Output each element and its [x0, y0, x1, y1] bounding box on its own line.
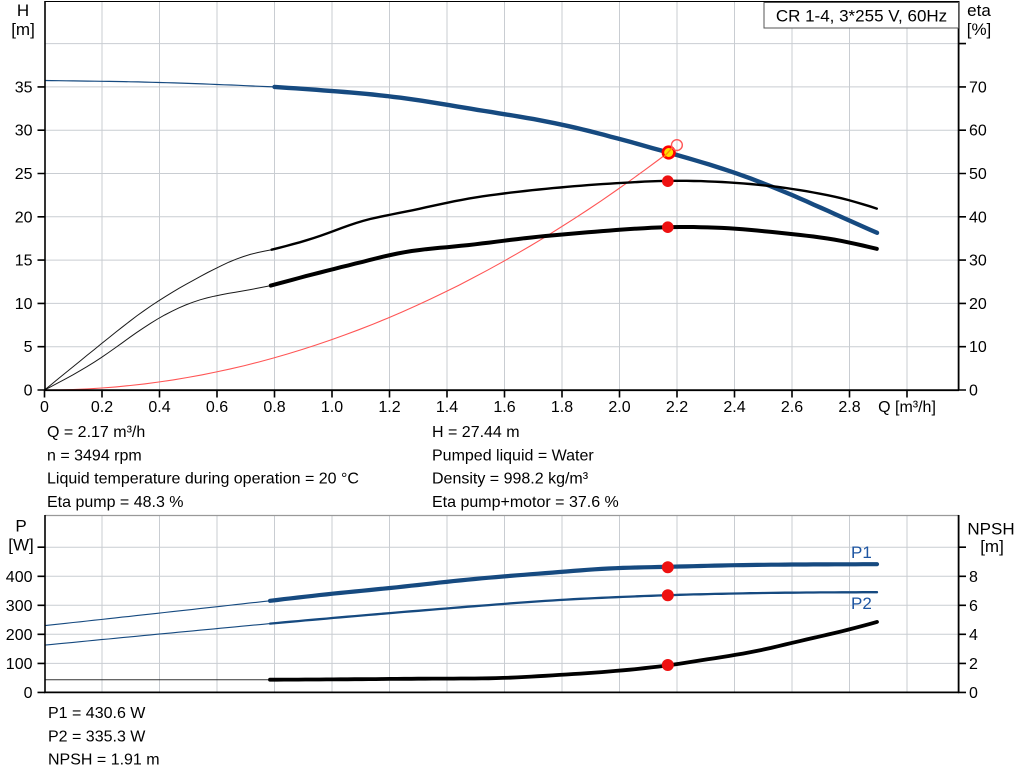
svg-text:1.0: 1.0 — [321, 399, 343, 416]
svg-text:400: 400 — [6, 569, 33, 586]
svg-text:H = 27.44 m: H = 27.44 m — [432, 424, 520, 441]
svg-text:2.0: 2.0 — [608, 399, 630, 416]
svg-text:Density = 998.2 kg/m³: Density = 998.2 kg/m³ — [432, 471, 589, 488]
svg-text:2.4: 2.4 — [723, 399, 745, 416]
svg-text:1.2: 1.2 — [378, 399, 400, 416]
svg-text:P1 = 430.6 W: P1 = 430.6 W — [48, 705, 146, 722]
svg-text:200: 200 — [6, 627, 33, 644]
svg-text:[m]: [m] — [980, 537, 1004, 556]
svg-text:4: 4 — [969, 627, 978, 644]
svg-text:Q [m³/h]: Q [m³/h] — [878, 399, 936, 416]
svg-text:NPSH: NPSH — [967, 520, 1014, 539]
svg-text:10: 10 — [969, 339, 987, 356]
svg-text:40: 40 — [969, 209, 987, 226]
svg-text:[%]: [%] — [967, 20, 992, 39]
svg-text:0: 0 — [969, 383, 978, 400]
svg-text:30: 30 — [15, 123, 33, 140]
svg-text:0.6: 0.6 — [206, 399, 228, 416]
svg-text:20: 20 — [15, 209, 33, 226]
svg-text:6: 6 — [969, 598, 978, 615]
svg-text:n = 3494 rpm: n = 3494 rpm — [47, 447, 142, 464]
svg-text:Liquid temperature during oper: Liquid temperature during operation = 20… — [47, 471, 359, 488]
svg-text:20: 20 — [969, 296, 987, 313]
svg-text:H: H — [17, 1, 29, 20]
svg-text:10: 10 — [15, 296, 33, 313]
svg-text:2.8: 2.8 — [838, 399, 860, 416]
svg-text:100: 100 — [6, 656, 33, 673]
svg-text:P2 = 335.3 W: P2 = 335.3 W — [48, 728, 146, 745]
svg-text:[W]: [W] — [8, 536, 34, 555]
svg-text:2: 2 — [969, 656, 978, 673]
svg-text:P1: P1 — [851, 543, 872, 562]
svg-text:eta: eta — [967, 1, 991, 20]
svg-text:P2: P2 — [851, 594, 872, 613]
svg-text:0: 0 — [969, 685, 978, 702]
svg-text:0.8: 0.8 — [263, 399, 285, 416]
svg-text:50: 50 — [969, 166, 987, 183]
svg-text:60: 60 — [969, 123, 987, 140]
svg-text:NPSH = 1.91 m: NPSH = 1.91 m — [48, 752, 160, 769]
svg-text:5: 5 — [24, 339, 33, 356]
svg-text:0: 0 — [40, 399, 49, 416]
svg-text:0.4: 0.4 — [148, 399, 170, 416]
svg-text:2.6: 2.6 — [781, 399, 803, 416]
svg-text:Eta pump = 48.3 %: Eta pump = 48.3 % — [47, 494, 184, 511]
svg-text:25: 25 — [15, 166, 33, 183]
svg-text:[m]: [m] — [11, 20, 35, 39]
svg-text:CR 1-4, 3*255 V, 60Hz: CR 1-4, 3*255 V, 60Hz — [776, 7, 947, 26]
svg-text:Pumped liquid = Water: Pumped liquid = Water — [432, 447, 594, 464]
svg-text:30: 30 — [969, 253, 987, 270]
svg-text:35: 35 — [15, 79, 33, 96]
svg-text:0: 0 — [24, 685, 33, 702]
svg-text:Q = 2.17 m³/h: Q = 2.17 m³/h — [47, 424, 145, 441]
svg-text:0.2: 0.2 — [91, 399, 113, 416]
svg-text:1.4: 1.4 — [436, 399, 458, 416]
svg-text:2.2: 2.2 — [666, 399, 688, 416]
svg-text:1.6: 1.6 — [493, 399, 515, 416]
svg-text:P: P — [15, 517, 26, 536]
svg-text:70: 70 — [969, 79, 987, 96]
svg-text:15: 15 — [15, 253, 33, 270]
svg-text:8: 8 — [969, 569, 978, 586]
svg-text:1.8: 1.8 — [551, 399, 573, 416]
svg-text:0: 0 — [24, 383, 33, 400]
svg-text:300: 300 — [6, 598, 33, 615]
svg-text:Eta pump+motor = 37.6 %: Eta pump+motor = 37.6 % — [432, 494, 619, 511]
